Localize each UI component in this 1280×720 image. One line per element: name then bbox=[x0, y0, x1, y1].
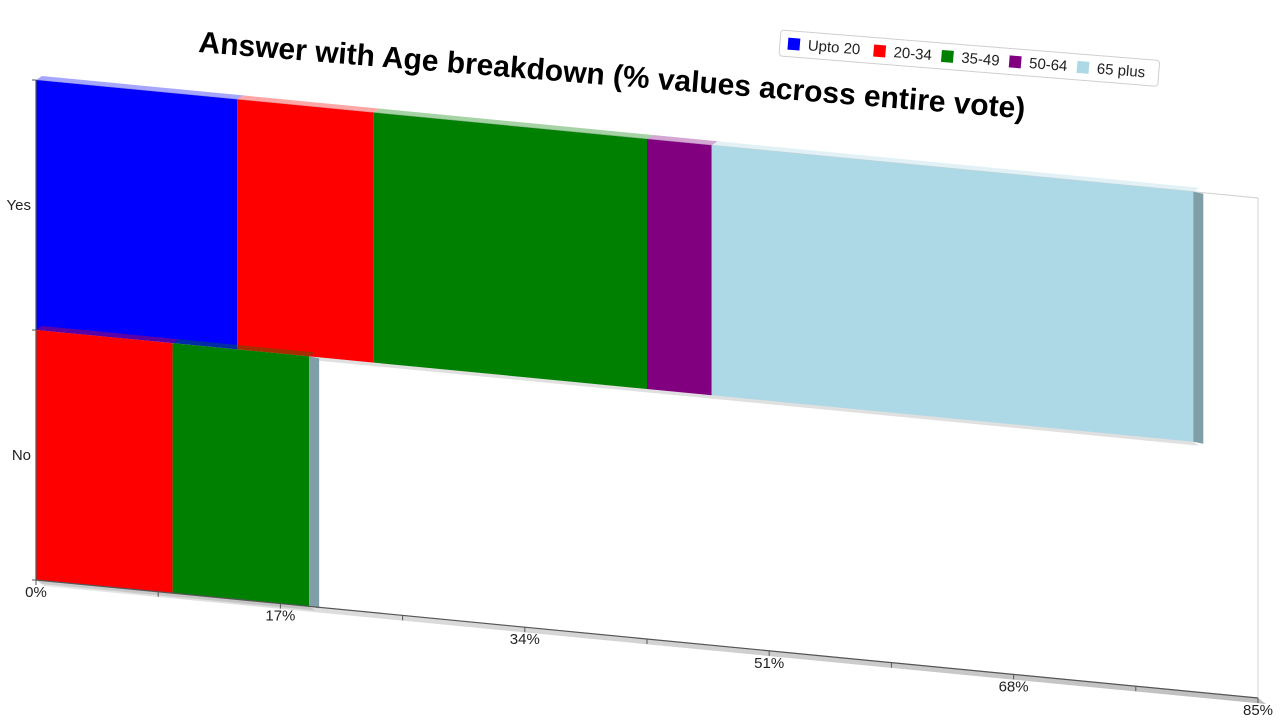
legend-swatch bbox=[787, 37, 801, 51]
legend-box: Upto 20 20-34 35-49 50-64 65 plus bbox=[778, 29, 1161, 87]
axis-layer: Yes No 0% 17% 34% 51% 68% 85% bbox=[7, 79, 1273, 719]
bars-layer bbox=[36, 76, 1204, 611]
legend-label: 65 plus bbox=[1096, 60, 1146, 81]
bar-segment-no-35-49 bbox=[172, 343, 310, 607]
bar-shadow bbox=[36, 580, 316, 611]
value-tick-label: 0% bbox=[25, 584, 47, 601]
bar-top-face bbox=[237, 95, 380, 113]
plot-floor bbox=[36, 580, 1266, 704]
legend-swatch bbox=[873, 44, 887, 58]
bar-top-face bbox=[647, 135, 718, 146]
value-tick-label: 51% bbox=[754, 655, 784, 672]
legend-label: 50-64 bbox=[1028, 55, 1068, 75]
value-tick-label: 85% bbox=[1243, 702, 1273, 719]
bar-group-no bbox=[36, 326, 320, 611]
value-tick-label: 34% bbox=[510, 631, 540, 648]
value-tick-label: 17% bbox=[265, 608, 295, 625]
category-label-no: No bbox=[12, 447, 31, 464]
bar-top-face bbox=[36, 326, 179, 344]
bar-end-face bbox=[1193, 191, 1204, 444]
bar-top-face bbox=[373, 108, 653, 139]
bar-top-face bbox=[172, 339, 316, 357]
legend-frame bbox=[778, 29, 1161, 87]
legend-label: Upto 20 bbox=[807, 37, 861, 58]
bar-shadow bbox=[36, 330, 1200, 446]
category-label-yes: Yes bbox=[7, 197, 31, 214]
legend-label: 20-34 bbox=[893, 44, 933, 64]
bar-segment-yes-20-34 bbox=[237, 99, 374, 363]
chart-legend: Upto 20 20-34 35-49 50-64 65 plus bbox=[778, 29, 1161, 87]
bar-top-face bbox=[36, 76, 244, 100]
bar-top-face bbox=[711, 141, 1200, 192]
value-tick-label: 68% bbox=[999, 678, 1029, 695]
legend-label: 35-49 bbox=[961, 50, 1001, 70]
bar-group-yes bbox=[36, 76, 1204, 446]
legend-swatch bbox=[940, 49, 954, 63]
bar-segment-yes-upto-20 bbox=[36, 80, 238, 350]
legend-swatch bbox=[1008, 55, 1022, 69]
bar-end-face bbox=[309, 356, 320, 609]
legend-swatch bbox=[1076, 60, 1090, 74]
bar-segment-yes-65-plus bbox=[711, 145, 1194, 442]
bar-segment-yes-35-49 bbox=[373, 112, 647, 389]
bar-segment-yes-50-64 bbox=[647, 139, 712, 396]
bar-segment-no-20-34 bbox=[36, 330, 173, 594]
